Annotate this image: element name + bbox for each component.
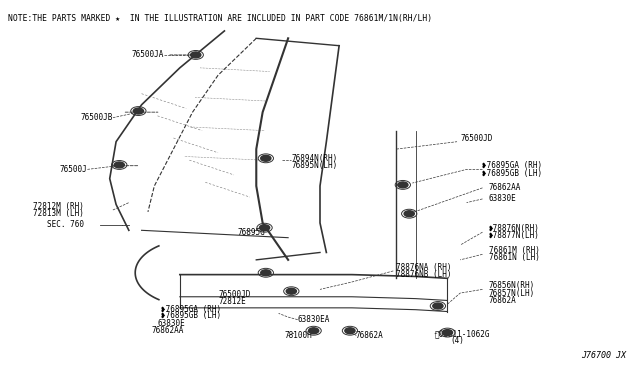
Text: 76861M (RH): 76861M (RH) (489, 246, 540, 255)
Text: 76500JD: 76500JD (218, 291, 250, 299)
Text: 76500JA: 76500JA (131, 51, 164, 60)
Text: 72812M (RH): 72812M (RH) (33, 202, 84, 211)
Circle shape (397, 182, 408, 188)
Text: ❥78876N(RH): ❥78876N(RH) (489, 224, 540, 233)
Text: 76500J: 76500J (60, 165, 88, 174)
Text: 76862AA: 76862AA (489, 183, 521, 192)
Text: 76856N(RH): 76856N(RH) (489, 281, 535, 290)
Text: J76700 JX: J76700 JX (581, 350, 626, 359)
Text: 76500JD: 76500JD (460, 134, 493, 142)
Circle shape (133, 108, 143, 114)
Text: SEC. 760: SEC. 760 (47, 220, 84, 229)
Text: ❥76895GB (LH): ❥76895GB (LH) (483, 169, 543, 177)
Text: ⓝ08911-1062G: ⓝ08911-1062G (435, 329, 490, 338)
Text: ❥76895GA (RH): ❥76895GA (RH) (483, 161, 543, 170)
Text: 78876NA (RH): 78876NA (RH) (396, 263, 452, 272)
Text: 76862A: 76862A (355, 331, 383, 340)
Text: 76857N(LH): 76857N(LH) (489, 289, 535, 298)
Text: (4): (4) (451, 336, 465, 345)
Text: 76895N(LH): 76895N(LH) (291, 161, 337, 170)
Text: 76500JB: 76500JB (81, 113, 113, 122)
Text: 76894N(RH): 76894N(RH) (291, 154, 337, 163)
Text: 63830E: 63830E (489, 195, 516, 203)
Circle shape (260, 155, 271, 161)
Text: 78100H: 78100H (285, 331, 313, 340)
Text: 76862AA: 76862AA (151, 326, 184, 335)
Circle shape (308, 328, 319, 334)
Text: ❥76895GB (LH): ❥76895GB (LH) (161, 311, 221, 320)
Circle shape (260, 270, 271, 276)
Text: ❥78877N(LH): ❥78877N(LH) (489, 231, 540, 240)
Circle shape (286, 288, 296, 294)
Circle shape (404, 211, 414, 217)
Circle shape (114, 162, 124, 168)
Text: 76862A: 76862A (489, 296, 516, 305)
Text: 72812E: 72812E (218, 297, 246, 306)
Text: 78876NB (LH): 78876NB (LH) (396, 270, 452, 279)
Circle shape (259, 225, 269, 231)
Text: 63830EA: 63830EA (298, 315, 330, 324)
Circle shape (433, 303, 443, 309)
Circle shape (442, 330, 452, 336)
Text: NOTE:THE PARTS MARKED ★  IN THE ILLUSTRATION ARE INCLUDED IN PART CODE 76861M/1N: NOTE:THE PARTS MARKED ★ IN THE ILLUSTRAT… (8, 14, 432, 23)
Text: 76895G: 76895G (237, 228, 265, 237)
Text: 72813M (LH): 72813M (LH) (33, 209, 84, 218)
Text: 63830E: 63830E (157, 319, 185, 328)
Text: ❥76895GA (RH): ❥76895GA (RH) (161, 305, 221, 314)
Circle shape (191, 52, 201, 58)
Text: 76861N (LH): 76861N (LH) (489, 253, 540, 263)
Circle shape (345, 328, 355, 334)
